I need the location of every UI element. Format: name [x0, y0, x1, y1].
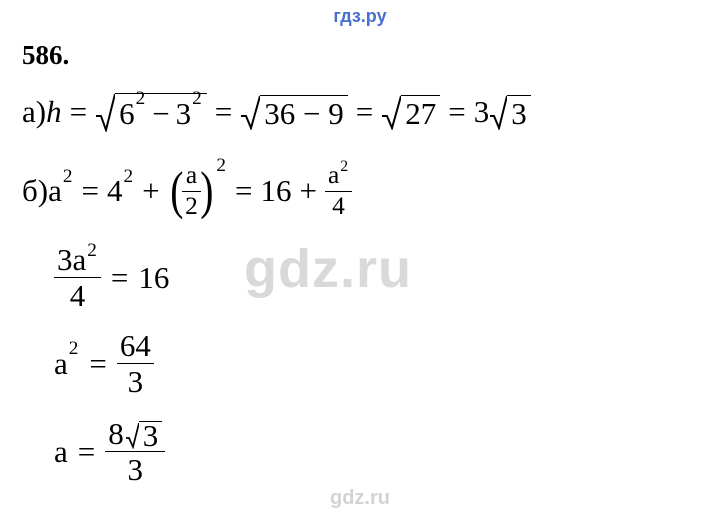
- b1-paren-frac: a 2: [182, 163, 201, 219]
- b1-rfne: 2: [340, 158, 348, 175]
- b1-op: +: [142, 173, 159, 209]
- b3-le: 2: [69, 338, 79, 360]
- b1-pd: 2: [182, 194, 201, 219]
- b4-nr: 3: [139, 421, 163, 448]
- b1-t1-base: 4: [107, 173, 123, 209]
- equals: =: [78, 434, 95, 470]
- sqrt-3: 27: [381, 94, 440, 130]
- part-a-prefix: а): [22, 94, 46, 130]
- part-b-prefix: б): [22, 173, 48, 209]
- page-footer: gdz.ru: [0, 487, 720, 510]
- b2-nb: a: [73, 242, 87, 277]
- problem-number: 586.: [22, 40, 69, 71]
- equation-b1: б) a 2 = 4 2 + ( a 2 ) 2 = 16 + a2 4: [22, 161, 352, 221]
- b2-ne: 2: [87, 240, 97, 261]
- b1-lhs-exp: 2: [63, 166, 73, 188]
- b3-lb: a: [54, 346, 68, 382]
- result-coef: 3: [474, 94, 490, 130]
- rad1-a-exp: 2: [136, 89, 146, 108]
- equals: =: [111, 260, 128, 296]
- page-header: гдз.ру: [0, 6, 720, 27]
- b1-pexp: 2: [216, 155, 226, 177]
- b4-sqrt: 3: [125, 421, 163, 449]
- b2-nc: 3: [57, 242, 73, 277]
- watermark-text: gdz.ru: [244, 238, 412, 300]
- b2-lhs-frac: 3a2 4: [54, 244, 101, 311]
- b1-pn: a: [183, 163, 200, 188]
- b1-rfd: 4: [329, 194, 348, 219]
- b4-nc: 8: [108, 418, 124, 449]
- b1-rfnb: a: [328, 161, 339, 189]
- b3-frac: 64 3: [117, 330, 154, 397]
- footer-text: gdz.ru: [330, 487, 390, 509]
- equals: =: [356, 94, 373, 130]
- equals: =: [235, 173, 252, 209]
- b4-d: 3: [125, 454, 147, 485]
- b3-n: 64: [117, 330, 154, 361]
- b1-rhs-frac: a2 4: [325, 163, 352, 219]
- equals: =: [215, 94, 232, 130]
- b1-t1-exp: 2: [123, 166, 133, 188]
- equals: =: [81, 173, 98, 209]
- b1-rhs1: 16: [260, 173, 291, 209]
- var-h: h: [46, 94, 62, 130]
- rad1-b: 3: [176, 98, 192, 129]
- equation-b4: a = 8 3 3: [54, 418, 165, 485]
- close-paren-icon: ): [200, 161, 213, 221]
- sqrt-1: 6 2 − 3 2: [95, 92, 207, 132]
- b1-lhs-base: a: [48, 173, 62, 209]
- b3-d: 3: [125, 366, 147, 397]
- rad4: 3: [507, 95, 531, 129]
- rad1-b-exp: 2: [192, 89, 202, 108]
- equals: =: [448, 94, 465, 130]
- b2-d: 4: [67, 280, 89, 311]
- sqrt-2: 36 − 9: [240, 94, 347, 130]
- b1-rhs-op: +: [299, 173, 316, 209]
- rad2: 36 − 9: [260, 95, 347, 129]
- equals: =: [70, 94, 87, 130]
- b4-lhs: a: [54, 434, 68, 470]
- rad1-a: 6: [119, 98, 135, 129]
- header-text: гдз.ру: [333, 6, 386, 26]
- equation-a: а) h = 6 2 − 3 2 = 36 − 9 =: [22, 92, 531, 132]
- rad1-op: −: [152, 98, 169, 129]
- equation-b2: 3a2 4 = 16: [54, 244, 169, 311]
- b4-frac: 8 3 3: [105, 418, 165, 485]
- sqrt-4: 3: [489, 94, 531, 130]
- rad3: 27: [401, 95, 440, 129]
- b2-rhs: 16: [138, 260, 169, 296]
- open-paren-icon: (: [170, 161, 183, 221]
- equals: =: [89, 346, 106, 382]
- equation-b3: a 2 = 64 3: [54, 330, 154, 397]
